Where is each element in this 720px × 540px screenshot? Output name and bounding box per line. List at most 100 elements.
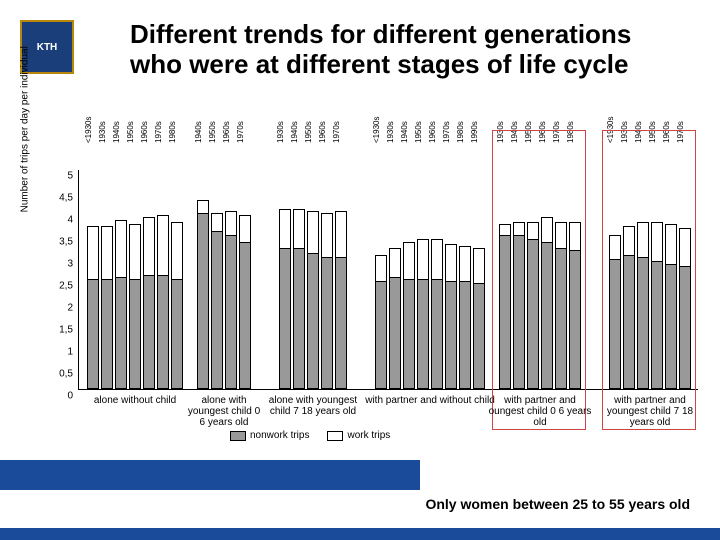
decade-label: 1950s — [208, 121, 217, 143]
decade-label: <1930s — [372, 117, 381, 143]
decade-label: 1990s — [470, 121, 479, 143]
y-axis-ticks: 00,511,522,533,544,55 — [48, 170, 73, 390]
group-label: with partner and oungest child 0 6 years… — [488, 395, 592, 428]
bar-segment-nonwork — [459, 281, 471, 389]
y-tick: 2,5 — [59, 281, 73, 292]
bar-segment-nonwork — [473, 283, 485, 389]
bar-column: <1930s — [375, 170, 387, 389]
bar-column: 1950s — [211, 170, 223, 389]
bar-column: 1940s — [293, 170, 305, 389]
bar-segment-work — [143, 217, 155, 274]
decade-label: 1960s — [222, 121, 231, 143]
bar-segment-work — [403, 242, 415, 279]
legend-work: work trips — [327, 430, 390, 441]
group-label: alone with youngest child 0 6 years old — [186, 395, 262, 428]
bar-segment-nonwork — [307, 253, 319, 389]
y-axis-label: Number of trips per day per individual — [20, 46, 31, 212]
footer-strip — [0, 528, 720, 540]
bar-segment-nonwork — [239, 242, 251, 389]
bar-segment-work — [431, 239, 443, 279]
y-tick: 3,5 — [59, 237, 73, 248]
bar-segment-nonwork — [101, 279, 113, 389]
bar-segment-work — [335, 211, 347, 257]
y-tick: 4,5 — [59, 193, 73, 204]
highlight-box — [602, 130, 696, 430]
bar-segment-nonwork — [225, 235, 237, 389]
legend-nonwork: nonwork trips — [230, 430, 309, 441]
bar-column: 1930s — [279, 170, 291, 389]
bar-column: 1970s — [239, 170, 251, 389]
decade-label: 1940s — [290, 121, 299, 143]
bar-segment-work — [459, 246, 471, 281]
bar-segment-work — [321, 213, 333, 257]
bar-segment-nonwork — [129, 279, 141, 389]
bar-segment-work — [87, 226, 99, 279]
bar-column: 1940s — [197, 170, 209, 389]
chart-group: 1940s1950s1960s1970s — [197, 170, 253, 389]
decade-label: 1970s — [332, 121, 341, 143]
bar-column: 1980s — [459, 170, 471, 389]
bar-segment-nonwork — [445, 281, 457, 389]
footer-accent-bar — [0, 460, 420, 490]
bar-segment-nonwork — [279, 248, 291, 389]
bar-segment-nonwork — [197, 213, 209, 389]
bar-segment-nonwork — [143, 275, 155, 389]
bar-column: 1970s — [445, 170, 457, 389]
legend-swatch-work — [327, 431, 343, 441]
bar-column: 1960s — [225, 170, 237, 389]
bar-segment-work — [129, 224, 141, 279]
bar-segment-work — [375, 255, 387, 281]
bar-column: 1950s — [129, 170, 141, 389]
bar-column: 1960s — [143, 170, 155, 389]
y-tick: 0,5 — [59, 369, 73, 380]
bar-segment-work — [225, 211, 237, 235]
y-tick: 1 — [67, 347, 73, 358]
bar-segment-nonwork — [157, 275, 169, 389]
bar-segment-work — [197, 200, 209, 213]
decade-label: 1940s — [112, 121, 121, 143]
decade-label: 1970s — [154, 121, 163, 143]
y-tick: 4 — [67, 215, 73, 226]
bar-segment-nonwork — [321, 257, 333, 389]
bar-segment-nonwork — [115, 277, 127, 389]
bar-column: 1970s — [157, 170, 169, 389]
bar-column: 1990s — [473, 170, 485, 389]
bar-segment-work — [157, 215, 169, 274]
decade-label: 1970s — [236, 121, 245, 143]
y-tick: 0 — [67, 391, 73, 402]
decade-label: 1950s — [414, 121, 423, 143]
y-tick: 2 — [67, 303, 73, 314]
bar-segment-work — [307, 211, 319, 253]
bar-segment-nonwork — [375, 281, 387, 389]
bar-segment-work — [101, 226, 113, 279]
y-tick: 1,5 — [59, 325, 73, 336]
y-tick: 5 — [67, 171, 73, 182]
bar-segment-nonwork — [335, 257, 347, 389]
decade-label: 1950s — [304, 121, 313, 143]
decade-label: 1970s — [442, 121, 451, 143]
bar-segment-work — [445, 244, 457, 281]
decade-label: 1960s — [428, 121, 437, 143]
bar-segment-work — [279, 209, 291, 249]
bar-column: 1980s — [171, 170, 183, 389]
y-tick: 3 — [67, 259, 73, 270]
decade-label: 1950s — [126, 121, 135, 143]
group-label: with partner and youngest child 7 18 yea… — [598, 395, 702, 428]
bar-column: 1930s — [101, 170, 113, 389]
footer-note: Only women between 25 to 55 years old — [425, 496, 690, 512]
bar-column: <1930s — [87, 170, 99, 389]
decade-label: <1930s — [84, 117, 93, 143]
group-label: with partner and without child — [364, 395, 496, 406]
legend-swatch-nonwork — [230, 431, 246, 441]
bar-segment-nonwork — [171, 279, 183, 389]
bar-segment-work — [389, 248, 401, 277]
decade-label: 1940s — [194, 121, 203, 143]
group-label: alone without child — [76, 395, 194, 406]
bar-segment-nonwork — [431, 279, 443, 389]
chart-group: <1930s1930s1940s1950s1960s1970s1980s — [87, 170, 185, 389]
bar-segment-nonwork — [293, 248, 305, 389]
highlight-box — [492, 130, 586, 430]
decade-label: 1930s — [98, 121, 107, 143]
group-label: alone with youngest child 7 18 years old — [268, 395, 358, 417]
chart-group: 1930s1940s1950s1960s1970s — [279, 170, 349, 389]
